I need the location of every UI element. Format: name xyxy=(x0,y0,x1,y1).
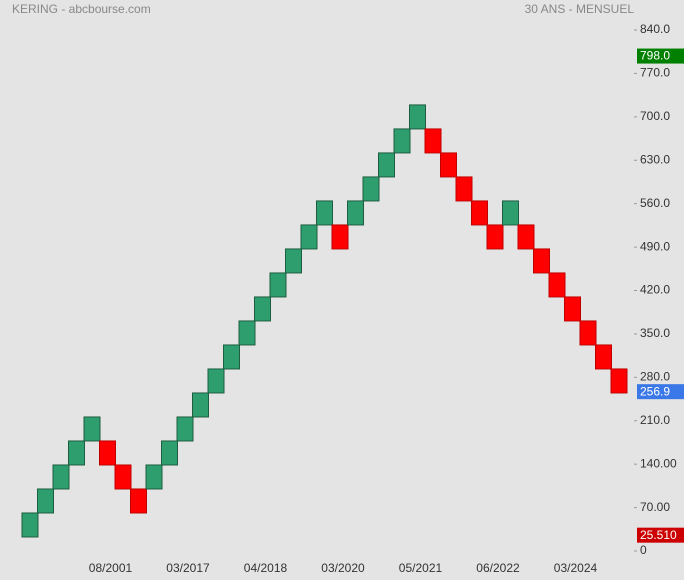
renko-brick xyxy=(300,224,318,250)
renko-brick xyxy=(21,512,39,538)
renko-brick xyxy=(207,368,225,394)
y-tick-label: 140.00 xyxy=(640,456,677,470)
renko-brick xyxy=(99,440,116,466)
renko-brick xyxy=(37,488,54,514)
renko-brick xyxy=(145,464,163,490)
renko-brick xyxy=(440,152,457,178)
y-tick-label: 840.0 xyxy=(640,22,670,36)
renko-brick xyxy=(254,296,271,322)
price-marker-label: 798.0 xyxy=(640,49,670,63)
renko-brick xyxy=(238,320,256,346)
y-tick-label: 560.0 xyxy=(640,196,670,210)
renko-brick xyxy=(502,200,519,226)
renko-brick xyxy=(533,248,550,274)
renko-brick xyxy=(517,224,535,250)
y-tick-label: 70.00 xyxy=(640,500,670,514)
renko-brick xyxy=(68,440,85,466)
renko-brick xyxy=(362,176,380,202)
price-marker-label: 256.9 xyxy=(640,384,670,398)
y-tick-label: 700.0 xyxy=(640,109,670,123)
renko-brick xyxy=(548,272,566,298)
renko-brick xyxy=(192,392,209,418)
renko-brick xyxy=(223,344,240,370)
renko-brick xyxy=(378,152,395,178)
renko-brick xyxy=(83,416,101,442)
price-marker xyxy=(637,527,684,543)
y-tick-label: 770.0 xyxy=(640,66,670,80)
x-tick-label: 04/2018 xyxy=(244,561,288,575)
price-marker-label: 25.510 xyxy=(640,528,677,542)
renko-brick xyxy=(176,416,194,442)
x-tick-label: 03/2024 xyxy=(554,561,598,575)
renko-brick xyxy=(130,488,147,514)
x-tick-label: 03/2020 xyxy=(321,561,365,575)
renko-brick xyxy=(316,200,333,226)
renko-brick xyxy=(409,104,426,130)
x-tick-label: 05/2021 xyxy=(399,561,443,575)
x-tick-label: 03/2017 xyxy=(166,561,210,575)
y-tick-label: 420.0 xyxy=(640,283,670,297)
y-tick-label: 280.0 xyxy=(640,370,670,384)
price-marker xyxy=(637,384,684,400)
price-marker xyxy=(637,48,684,64)
renko-brick xyxy=(114,464,132,490)
y-tick-label: 630.0 xyxy=(640,152,670,166)
x-tick-label: 08/2001 xyxy=(89,561,133,575)
renko-brick xyxy=(161,440,178,466)
renko-brick xyxy=(285,248,302,274)
renko-brick xyxy=(564,296,581,322)
renko-brick xyxy=(471,200,488,226)
renko-brick xyxy=(393,128,411,154)
y-tick-label: 0 xyxy=(640,543,647,557)
y-tick-label: 490.0 xyxy=(640,239,670,253)
renko-brick xyxy=(52,464,70,490)
y-tick-label: 210.0 xyxy=(640,413,670,427)
renko-brick xyxy=(269,272,287,298)
x-tick-label: 06/2022 xyxy=(476,561,520,575)
renko-brick xyxy=(610,368,628,394)
renko-brick xyxy=(595,344,612,370)
renko-brick xyxy=(579,320,597,346)
renko-brick xyxy=(347,200,364,226)
renko-brick xyxy=(331,224,349,250)
renko-brick xyxy=(424,128,442,154)
chart-title: KERING - abcbourse.com xyxy=(12,2,151,16)
renko-brick xyxy=(455,176,473,202)
chart-subtitle: 30 ANS - MENSUEL xyxy=(525,2,635,16)
renko-brick xyxy=(486,224,504,250)
y-tick-label: 350.0 xyxy=(640,326,670,340)
